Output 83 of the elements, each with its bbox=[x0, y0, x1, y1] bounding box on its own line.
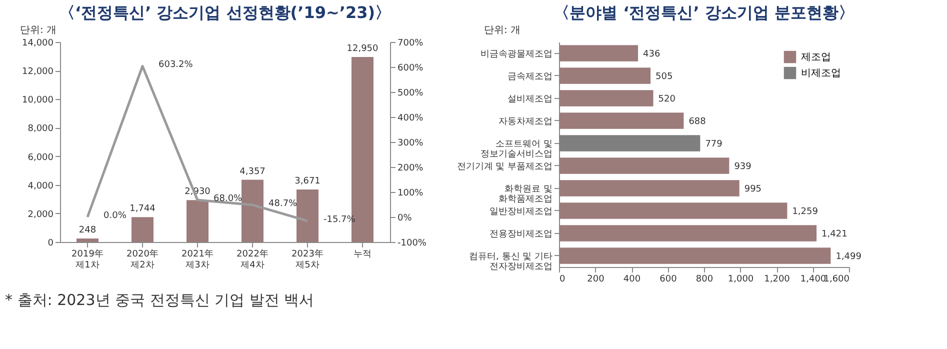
y2-tick-label: -100% bbox=[398, 238, 427, 248]
y-tick-label: 12,000 bbox=[22, 67, 54, 78]
x-tick-label: 800 bbox=[696, 274, 714, 284]
y-tick-label: 전기기계 및 부품제조업 bbox=[456, 162, 552, 172]
bar bbox=[132, 217, 154, 242]
x-tick-label: 2022年 제4차 bbox=[236, 248, 268, 270]
y-tick-label: 설비제조업 bbox=[508, 94, 552, 104]
text: * 출처: 2023년 중국 전정특신 기업 발전 백서 bbox=[5, 291, 314, 309]
x-tick-label: 2020年 제2차 bbox=[126, 248, 158, 270]
text: 단위: 개 bbox=[484, 25, 521, 36]
bar bbox=[559, 202, 788, 219]
bar bbox=[559, 158, 730, 174]
data-label: 12,950 bbox=[346, 44, 379, 54]
y-tick-label: 10,000 bbox=[22, 96, 54, 106]
data-label: 68.0% bbox=[214, 194, 243, 204]
data-label: 505 bbox=[656, 72, 673, 82]
data-label: 1,499 bbox=[836, 252, 862, 262]
data-label: 1,259 bbox=[792, 206, 818, 217]
x-tick-label: 누적 bbox=[354, 250, 372, 260]
bar bbox=[559, 180, 740, 196]
data-label: 436 bbox=[643, 49, 660, 60]
data-label: 48.7% bbox=[268, 198, 298, 209]
chart-title: 〈‘전정특신’ 강소기업 선정현황(’19~’23)〉 bbox=[58, 3, 392, 22]
bar bbox=[559, 45, 638, 62]
bar bbox=[559, 225, 817, 242]
data-label: 4,357 bbox=[240, 166, 266, 177]
y2-tick-label: 200% bbox=[398, 164, 424, 174]
bar bbox=[296, 190, 318, 242]
y2-tick-label: 300% bbox=[398, 138, 424, 148]
x-tick-label: 1,000 bbox=[728, 274, 754, 284]
bar bbox=[186, 200, 208, 242]
bar bbox=[559, 68, 651, 84]
y-tick-label: 전용장비제조업 bbox=[490, 229, 552, 240]
data-label: 520 bbox=[658, 94, 676, 104]
data-label: 2,930 bbox=[184, 187, 211, 198]
y-tick-label: 일반장비제조업 bbox=[490, 206, 552, 217]
text: 단위: 개 bbox=[20, 25, 57, 36]
legend-label: 제조업 bbox=[801, 52, 831, 63]
y2-tick-label: 0% bbox=[398, 214, 412, 224]
y-tick-label: 14,000 bbox=[22, 38, 54, 48]
x-tick-label: 200 bbox=[587, 274, 605, 284]
y-tick-label: 6,000 bbox=[28, 152, 54, 163]
bar bbox=[559, 90, 654, 106]
x-tick-label: 600 bbox=[660, 274, 678, 284]
y-tick-label: 8,000 bbox=[28, 124, 54, 134]
data-label: 248 bbox=[78, 225, 96, 236]
y-tick-label: 2,000 bbox=[28, 210, 54, 220]
y-tick-label: 컴퓨터, 통신 및 기타 전자장비제조업 bbox=[469, 252, 552, 272]
data-label: 603.2% bbox=[158, 60, 194, 70]
y-tick-label: 4,000 bbox=[28, 181, 54, 192]
y-tick-label: 0 bbox=[48, 238, 54, 248]
y2-tick-label: 600% bbox=[398, 64, 424, 74]
y2-tick-label: 500% bbox=[398, 88, 424, 98]
legend-label: 비제조업 bbox=[801, 68, 841, 79]
x-tick-label: 400 bbox=[623, 274, 641, 284]
x-tick-label: 0 bbox=[560, 274, 566, 284]
chart-title: 〈분야별 ‘전정특신’ 강소기업 분포현황〉 bbox=[554, 3, 854, 22]
data-label: 1,421 bbox=[822, 229, 848, 240]
data-label: 3,671 bbox=[294, 176, 320, 187]
y-tick-label: 비금속광물제조업 bbox=[480, 49, 552, 60]
data-label: 939 bbox=[734, 162, 752, 172]
bar bbox=[242, 180, 264, 242]
data-label: 995 bbox=[744, 184, 762, 194]
y2-tick-label: 400% bbox=[398, 114, 424, 124]
y2-tick-label: 100% bbox=[398, 188, 424, 198]
x-tick-label: 1,200 bbox=[764, 274, 790, 284]
x-tick-label: 2019年 제1차 bbox=[72, 248, 104, 270]
y2-tick-label: 700% bbox=[398, 38, 424, 48]
data-label: 0.0% bbox=[104, 211, 127, 221]
y-tick-label: 자동차제조업 bbox=[498, 116, 552, 127]
y-tick-label: 금속제조업 bbox=[508, 72, 552, 82]
data-label: 779 bbox=[705, 139, 723, 150]
x-tick-label: 2021年 제3차 bbox=[182, 248, 214, 270]
x-tick-label: 1,600 bbox=[824, 274, 850, 284]
bar bbox=[76, 238, 98, 242]
y-tick-label: 소프트웨어 및 정보기술서비스업 bbox=[480, 139, 552, 160]
x-tick-label: 2023年 제5차 bbox=[292, 248, 324, 270]
x-tick-label: 1,400 bbox=[800, 274, 826, 284]
data-label: 688 bbox=[688, 116, 706, 127]
y-tick-label: 화학원료 및 화학품제조업 bbox=[498, 184, 552, 204]
bar bbox=[559, 248, 831, 264]
data-label: 1,744 bbox=[130, 204, 156, 214]
bar bbox=[559, 112, 684, 129]
